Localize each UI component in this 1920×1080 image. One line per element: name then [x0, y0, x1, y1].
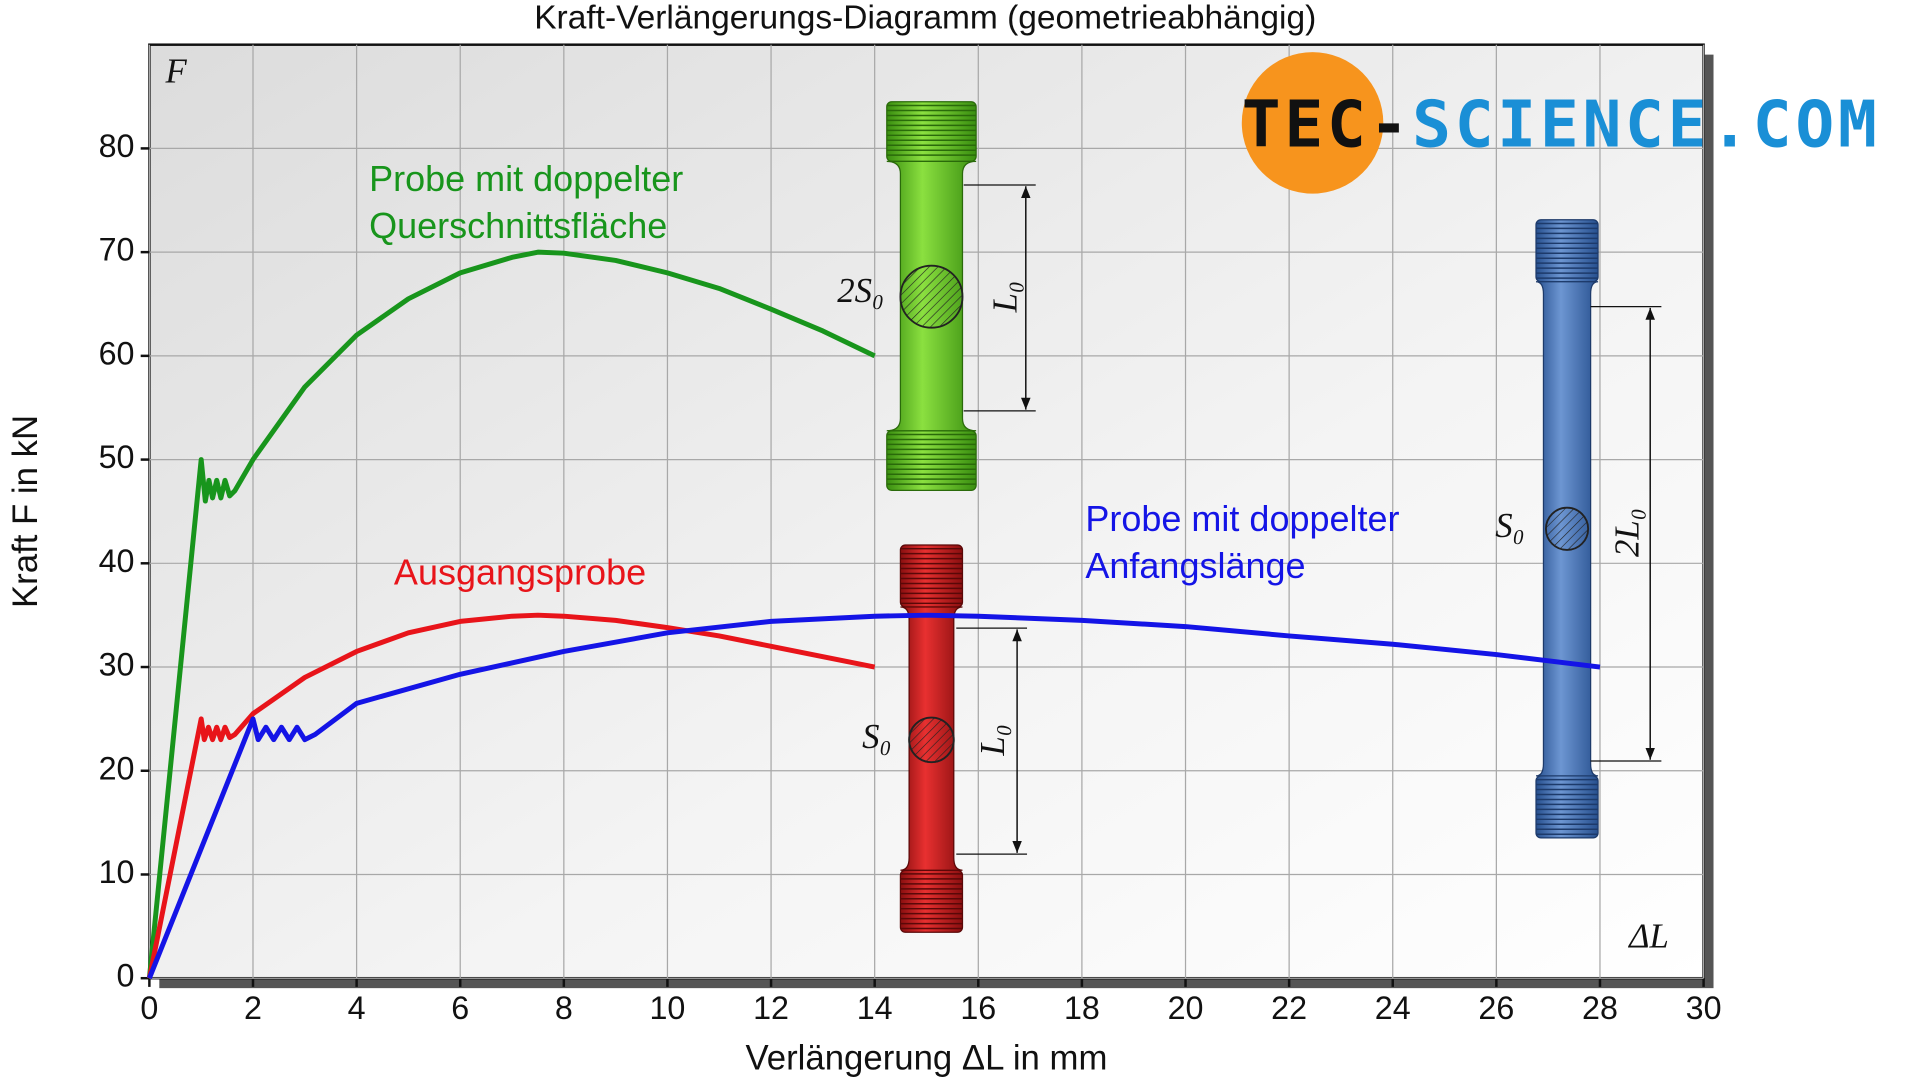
y-tick-label: 0 — [117, 958, 135, 994]
specimen — [886, 101, 977, 491]
x-tick-label: 18 — [1064, 990, 1100, 1026]
x-tick-label: 24 — [1375, 990, 1411, 1026]
specimen-label: L₀ — [973, 724, 1012, 756]
x-tick-label: 20 — [1168, 990, 1204, 1026]
series-label: Probe mit doppelter — [1085, 498, 1399, 539]
logo: TEC-SCIENCE.COM — [1241, 52, 1881, 194]
cross-section — [908, 716, 955, 764]
logo-circle — [1241, 52, 1384, 194]
logo-part: SCIENCE — [1412, 87, 1710, 162]
series-line — [147, 612, 1601, 980]
series-line — [146, 612, 876, 979]
x-tick-label: 12 — [753, 990, 789, 1026]
y-symbol: F — [165, 51, 188, 90]
y-tick-label: 50 — [99, 439, 135, 475]
series-label: Ausgangsprobe — [394, 551, 646, 592]
x-axis-label: Verlängerung ΔL in mm — [746, 1039, 1108, 1077]
x-tick-label: 14 — [857, 990, 893, 1026]
y-axis-label: Kraft F in kN — [7, 415, 45, 608]
logo-part: .COM — [1710, 87, 1880, 162]
specimen-label: 2S₀ — [837, 271, 884, 310]
series-label: Anfangslänge — [1085, 545, 1305, 586]
y-tick-label: 40 — [99, 543, 135, 579]
x-tick-label: 16 — [960, 990, 996, 1026]
lines — [146, 249, 1601, 980]
x-tick-label: 22 — [1271, 990, 1307, 1026]
series-label: Querschnittsfläche — [369, 205, 667, 246]
specimen-label: S₀ — [1495, 506, 1524, 545]
specimen-label: L₀ — [985, 281, 1024, 313]
cross-section — [1545, 506, 1590, 551]
y-tick-label: 60 — [99, 335, 135, 371]
specimens — [886, 101, 1662, 933]
x-tick-label: 6 — [451, 990, 469, 1026]
x-tick-label: 30 — [1686, 990, 1722, 1026]
specimen-label: S₀ — [862, 717, 891, 756]
cross-section — [899, 264, 964, 329]
y-tick-label: 20 — [99, 750, 135, 786]
x-tick-label: 2 — [244, 990, 262, 1026]
x-tick-label: 28 — [1582, 990, 1618, 1026]
x-tick-label: 26 — [1478, 990, 1514, 1026]
specimen-label: 2L₀ — [1607, 508, 1646, 557]
y-tick-label: 70 — [99, 232, 135, 268]
series-label: Probe mit doppelter — [369, 158, 683, 199]
y-tick-label: 80 — [99, 128, 135, 164]
x-tick-label: 4 — [348, 990, 366, 1026]
chart-title: Kraft-Verlängerungs-Diagramm (geometriea… — [534, 0, 1316, 37]
x-tick-label: 8 — [555, 990, 573, 1026]
x-tick-label: 0 — [140, 990, 158, 1026]
logo-part: TEC- — [1242, 87, 1412, 162]
grid — [140, 44, 1705, 987]
logo-text: TEC-SCIENCE.COM — [1242, 87, 1881, 162]
y-tick-label: 10 — [99, 854, 135, 890]
y-tick-label: 30 — [99, 647, 135, 683]
series-line — [146, 249, 876, 979]
x-tick-label: 10 — [650, 990, 686, 1026]
x-symbol: ΔL — [1627, 917, 1669, 956]
